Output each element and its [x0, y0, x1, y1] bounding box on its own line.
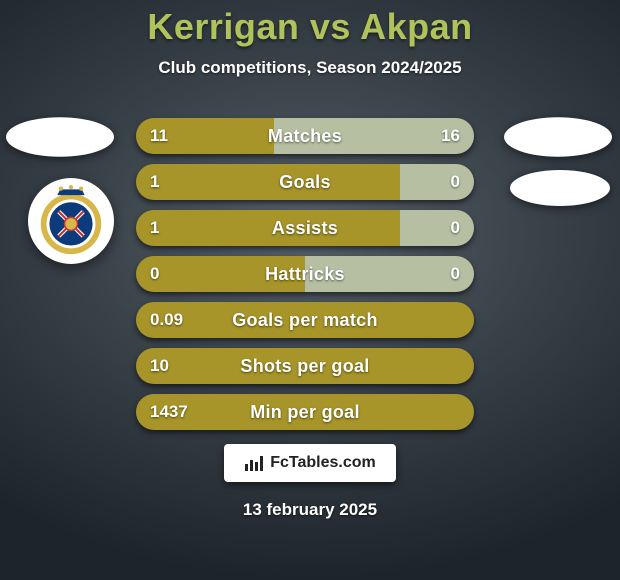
bar-track: 11 Matches 16 — [136, 118, 474, 154]
stat-row: 11 Matches 16 — [136, 118, 474, 154]
bar-track: 1437 Min per goal — [136, 394, 474, 430]
site-label: FcTables.com — [270, 454, 376, 472]
bar-track: 1 Assists 0 — [136, 210, 474, 246]
club-badge-right-placeholder — [510, 170, 610, 206]
stat-row: 10 Shots per goal — [136, 348, 474, 384]
stat-label: Assists — [136, 210, 474, 246]
club-badge-left — [28, 178, 114, 264]
stat-row: 1437 Min per goal — [136, 394, 474, 430]
vs-separator: vs — [310, 6, 351, 47]
stat-label: Goals per match — [136, 302, 474, 338]
stat-value-right: 0 — [451, 164, 460, 200]
stat-label: Goals — [136, 164, 474, 200]
bar-track: 0.09 Goals per match — [136, 302, 474, 338]
player-right-name: Akpan — [360, 6, 473, 47]
stat-value-right: 0 — [451, 256, 460, 292]
site-badge: FcTables.com — [224, 444, 396, 482]
bars-icon — [244, 454, 264, 472]
bar-track: 0 Hattricks 0 — [136, 256, 474, 292]
bar-track: 10 Shots per goal — [136, 348, 474, 384]
player-left-name: Kerrigan — [147, 6, 299, 47]
stat-bars: 11 Matches 16 1 Goals 0 1 Assists 0 0 Ha… — [136, 118, 474, 440]
stat-label: Hattricks — [136, 256, 474, 292]
stat-label: Min per goal — [136, 394, 474, 430]
stat-value-right: 16 — [441, 118, 460, 154]
stat-row: 1 Assists 0 — [136, 210, 474, 246]
avatar-placeholder-left — [6, 117, 114, 157]
stat-label: Matches — [136, 118, 474, 154]
stat-row: 0 Hattricks 0 — [136, 256, 474, 292]
stat-value-right: 0 — [451, 210, 460, 246]
crest-icon — [35, 185, 107, 257]
subtitle: Club competitions, Season 2024/2025 — [0, 58, 620, 78]
footer-date: 13 february 2025 — [0, 500, 620, 520]
stat-label: Shots per goal — [136, 348, 474, 384]
stat-row: 1 Goals 0 — [136, 164, 474, 200]
stat-row: 0.09 Goals per match — [136, 302, 474, 338]
page-title: Kerrigan vs Akpan — [0, 0, 620, 48]
avatar-placeholder-right — [504, 117, 612, 157]
bar-track: 1 Goals 0 — [136, 164, 474, 200]
infographic-root: Kerrigan vs Akpan Club competitions, Sea… — [0, 0, 620, 580]
